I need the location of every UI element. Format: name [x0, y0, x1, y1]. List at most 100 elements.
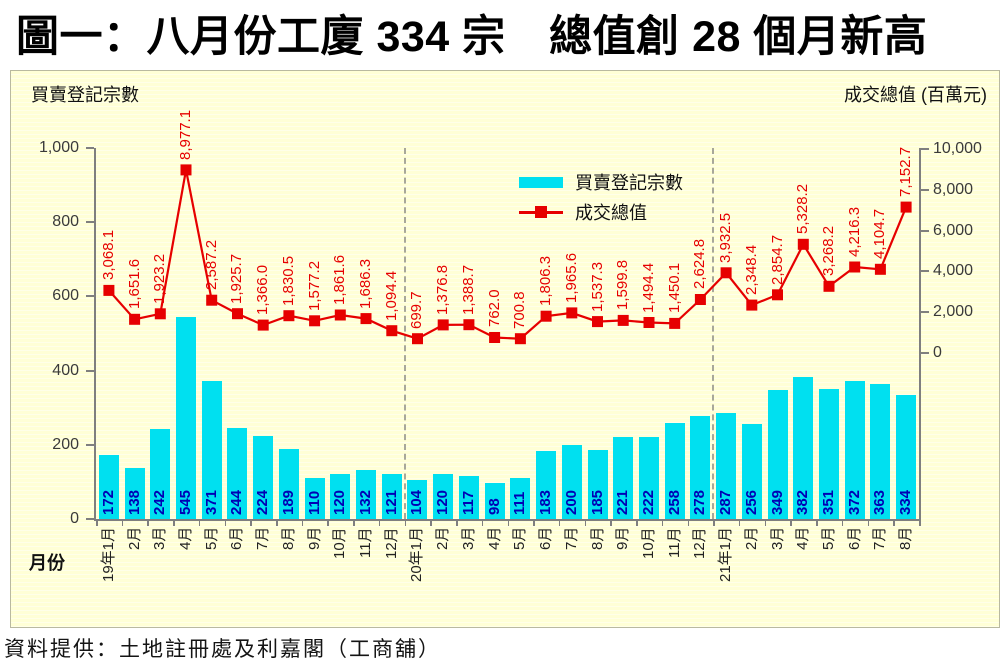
line-point-marker — [874, 263, 886, 275]
bar — [767, 389, 788, 519]
x-axis-line — [94, 519, 921, 521]
y-axis-tickmark-left — [86, 221, 94, 224]
y-axis-tickmark-right — [921, 270, 929, 273]
y-axis-tickmark-right — [921, 188, 929, 191]
x-axis-title: 月份 — [29, 553, 65, 573]
bar-value-label: 120 — [331, 489, 349, 515]
bar — [793, 377, 814, 519]
bar-value-label: 287 — [717, 489, 735, 515]
line-point-marker — [283, 310, 295, 322]
line-point-marker — [592, 316, 603, 328]
line-point-marker — [386, 325, 398, 337]
bar-value-label: 185 — [588, 489, 606, 515]
x-axis-tickmark — [584, 521, 587, 526]
bar — [253, 435, 274, 519]
line-value-label: 1,094.4 — [382, 270, 400, 321]
line-point-marker — [206, 294, 218, 306]
y-axis-tickmark-right — [921, 229, 929, 232]
line-value-label: 1,366.0 — [254, 265, 272, 316]
line-value-label: 762.0 — [485, 289, 503, 328]
x-axis-tickmark — [867, 521, 870, 526]
line-value-label: 1,599.8 — [614, 260, 632, 311]
line-point-marker — [772, 289, 783, 301]
line-point-marker — [643, 317, 655, 328]
bar — [638, 436, 659, 519]
bar-value-label: 278 — [691, 489, 709, 515]
y-axis-tickmark-left — [86, 147, 94, 149]
y-axis-tick-label-right: 8,000 — [933, 180, 974, 198]
left-axis-title: 買賣登記宗數 — [31, 85, 139, 105]
bar — [98, 455, 119, 519]
bar — [124, 467, 145, 519]
line-point-marker — [463, 319, 475, 331]
y-axis-tick-label-right: 6,000 — [933, 221, 974, 239]
bar — [484, 482, 505, 519]
bar-value-label: 117 — [459, 490, 477, 515]
bar — [587, 450, 608, 519]
x-axis-tickmark — [301, 521, 304, 526]
bar-value-label: 224 — [254, 489, 272, 515]
bar-value-label: 244 — [228, 489, 246, 515]
line-value-label: 2,624.8 — [691, 239, 709, 290]
line-value-label: 1,806.3 — [537, 256, 555, 307]
trend-line-layer — [103, 164, 912, 345]
bar — [613, 437, 634, 519]
x-axis-tickmark — [198, 521, 201, 526]
y-axis-tick-label-left: 600 — [52, 287, 79, 305]
bar-value-label: 111 — [511, 491, 529, 515]
line-value-label: 2,854.7 — [768, 234, 786, 285]
legend-line-swatch — [519, 205, 563, 218]
line-point-marker — [746, 299, 758, 311]
bar — [844, 380, 865, 519]
line-point-marker — [669, 317, 681, 329]
x-axis-tickmark — [147, 521, 149, 526]
line-point-marker — [437, 319, 449, 331]
y-axis-tickmark-left — [86, 369, 94, 372]
x-axis-tickmark — [790, 521, 792, 526]
line-value-label: 1,537.3 — [588, 261, 606, 312]
line-value-label: 3,268.2 — [819, 226, 837, 277]
x-axis-tickmark — [404, 521, 407, 526]
bar — [330, 474, 351, 519]
y-axis-tick-label-left: 200 — [52, 435, 79, 453]
line-point-marker — [154, 308, 166, 320]
bar-value-label: 372 — [845, 489, 863, 515]
bar-value-label: 132 — [357, 489, 375, 515]
bar — [716, 412, 737, 519]
x-axis-tickmark — [481, 521, 484, 526]
bar — [407, 480, 428, 519]
chart-title: 圖一：八月份工廈 334 宗 總值創 28 個月新高 — [16, 13, 928, 61]
line-value-label: 1,923.2 — [151, 253, 169, 304]
line-value-label: 1,686.3 — [357, 258, 375, 309]
line-value-label: 1,577.2 — [305, 260, 323, 311]
bar-value-label: 258 — [665, 489, 683, 515]
bar-value-label: 371 — [202, 489, 220, 515]
y-axis-tickmark-left — [86, 295, 94, 298]
line-value-label: 1,376.8 — [434, 264, 452, 315]
x-axis-tickmark — [533, 521, 535, 526]
line-value-label: 1,651.6 — [125, 259, 143, 310]
line-point-marker — [309, 315, 321, 327]
bar — [510, 477, 531, 519]
y-axis-tick-label-right: 2,000 — [933, 303, 974, 321]
x-axis-tickmark — [558, 521, 561, 526]
line-value-label: 4,104.7 — [871, 209, 889, 260]
bar — [896, 395, 917, 519]
line-point-marker — [566, 307, 578, 319]
line-point-marker — [489, 332, 501, 343]
y-axis-tickmark-right — [921, 311, 929, 314]
x-axis-tickmark — [919, 521, 921, 526]
bar-value-label: 98 — [485, 498, 503, 515]
bar — [818, 388, 839, 519]
y-axis-tick-label-left: 400 — [52, 361, 79, 379]
x-axis-tickmark — [378, 521, 381, 526]
x-axis-tickmark — [224, 521, 227, 526]
line-point-marker — [849, 261, 861, 273]
bar — [690, 415, 711, 519]
line-point-marker — [180, 164, 192, 176]
bar-value-label: 189 — [279, 489, 297, 515]
bar-value-label: 256 — [742, 489, 760, 515]
x-axis-tickmark — [610, 521, 612, 526]
x-axis-tickmark — [121, 521, 124, 526]
